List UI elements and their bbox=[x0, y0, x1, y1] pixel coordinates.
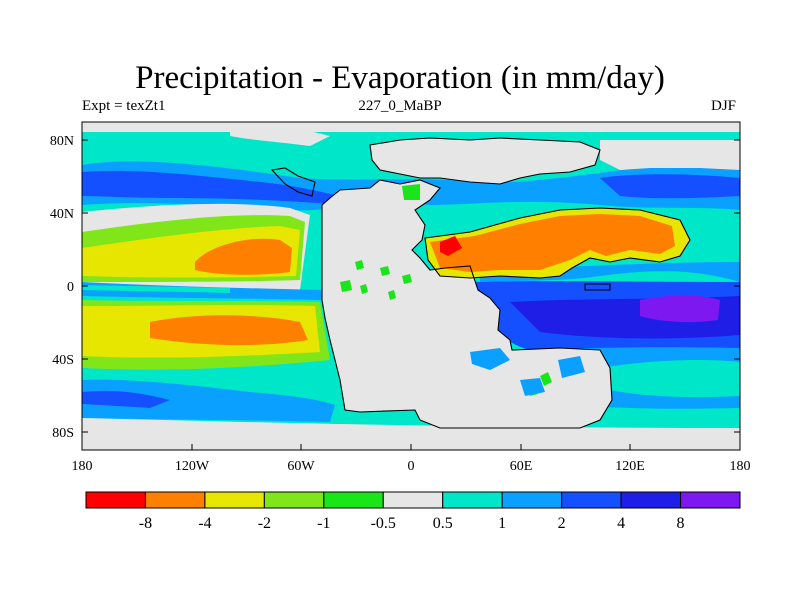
small-island-outline bbox=[584, 283, 611, 291]
northern-landmass-outline bbox=[369, 137, 601, 185]
south-subtropic-orange bbox=[150, 315, 308, 346]
colorbar-label: 2 bbox=[558, 515, 566, 532]
colorbar-label: -0.5 bbox=[371, 515, 396, 532]
colorbar-label: -4 bbox=[198, 515, 211, 532]
lat-label-80s: 80S bbox=[52, 426, 74, 441]
colorbar-box bbox=[263, 491, 325, 509]
colorbar-label: 1 bbox=[498, 515, 506, 532]
pangaea-outline bbox=[321, 179, 613, 429]
lon-label-60w: 60W bbox=[287, 459, 315, 474]
lat-label-40s: 40S bbox=[52, 353, 74, 368]
colorbar-box bbox=[323, 491, 384, 509]
colorbar-label: 0.5 bbox=[433, 515, 453, 532]
south-pacific-strong bbox=[82, 390, 170, 408]
colorbar-box bbox=[680, 491, 741, 509]
lon-label-0: 0 bbox=[408, 459, 415, 474]
lon-label-120e: 120E bbox=[615, 459, 645, 474]
lon-ticks bbox=[81, 444, 741, 450]
colorbar-box bbox=[382, 491, 444, 509]
blue-patches bbox=[470, 348, 585, 396]
colorbar-box bbox=[561, 491, 622, 509]
arctic-landmass bbox=[600, 140, 740, 170]
colorbar-box bbox=[204, 491, 265, 509]
antarctic-dry-zone bbox=[82, 418, 740, 450]
season-label: DJF bbox=[711, 98, 737, 114]
north-pacific-strong-band bbox=[82, 170, 340, 204]
field-layer bbox=[82, 122, 740, 450]
colorbar-label: -8 bbox=[139, 515, 152, 532]
tethys-orange bbox=[430, 214, 675, 272]
south-midlat-blue bbox=[82, 379, 335, 422]
lon-label-120w: 120W bbox=[175, 459, 210, 474]
equatorial-inner-band bbox=[82, 285, 230, 293]
map-title: Precipitation - Evaporation (in mm/day) bbox=[135, 60, 665, 96]
lon-label-60e: 60E bbox=[510, 459, 533, 474]
colorbar-box bbox=[442, 491, 503, 509]
eastern-tropical-peak bbox=[640, 295, 720, 323]
lat-ticks bbox=[82, 139, 740, 433]
colorbar-label: 8 bbox=[677, 515, 685, 532]
colorbar-box bbox=[85, 491, 146, 509]
southeast-cyan bbox=[600, 360, 740, 398]
colorbar-label: -1 bbox=[317, 515, 330, 532]
lat-label-0: 0 bbox=[67, 280, 74, 295]
lat-label-40n: 40N bbox=[50, 207, 74, 222]
island-outline bbox=[270, 167, 316, 197]
colorbar-box bbox=[144, 491, 206, 509]
tethys-coast-outline bbox=[424, 207, 691, 279]
colorbar-box bbox=[501, 491, 563, 509]
northern-landmass bbox=[370, 138, 600, 184]
time-label: 227_0_MaBP bbox=[358, 98, 442, 114]
lon-label-180w: 180 bbox=[72, 459, 93, 474]
lon-label-180e: 180 bbox=[730, 459, 751, 474]
pangaea-land bbox=[322, 180, 612, 428]
tethys-strongest-evaporation bbox=[440, 236, 462, 256]
north-pole-strip bbox=[82, 122, 740, 132]
north-eastern-strong-band bbox=[600, 174, 740, 199]
colorbar-box bbox=[620, 491, 682, 509]
north-subtropic-orange bbox=[195, 238, 292, 275]
experiment-label: Expt = texZt1 bbox=[82, 98, 166, 114]
colorbar-label: -2 bbox=[258, 515, 271, 532]
lat-label-80n: 80N bbox=[50, 134, 74, 149]
colorbar: -8 -4 -2 -1 -0.5 0.5 1 2 4 8 bbox=[85, 491, 741, 532]
colorbar-label: 4 bbox=[617, 515, 625, 532]
